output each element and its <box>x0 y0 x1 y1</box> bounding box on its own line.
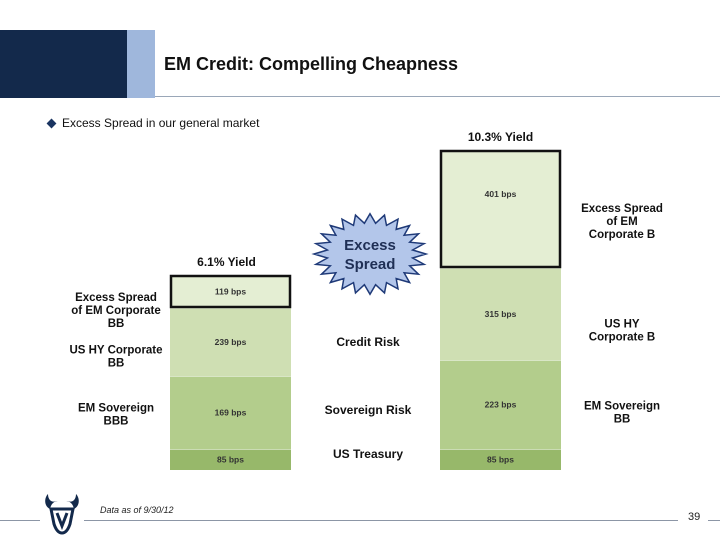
series-label: Credit Risk <box>336 335 400 349</box>
excess-spread-highlight-box <box>169 274 292 309</box>
category-label: 6.1% Yield <box>197 255 256 269</box>
left-segment-label: BBB <box>104 416 129 428</box>
bar-data-label: 119 bps <box>215 287 246 297</box>
bar-segment-us-treasury <box>170 449 291 470</box>
starburst-text: Excess <box>344 237 396 254</box>
left-segment-label: of EM Corporate <box>71 305 160 317</box>
bar-segment-sovereign-risk <box>440 360 561 449</box>
series-label: US Treasury <box>333 447 403 461</box>
footnote: Data as of 9/30/12 <box>100 505 174 515</box>
starburst-callout-icon <box>311 212 429 296</box>
right-segment-label: Corporate B <box>589 229 655 241</box>
bar-segment-excess-spread <box>440 150 561 268</box>
right-segment-label: BB <box>614 414 631 426</box>
bullet-point: Excess Spread in our general market <box>46 116 260 130</box>
bar-data-label: 401 bps <box>485 189 517 199</box>
bar-data-label: 85 bps <box>217 455 244 465</box>
bar-segment-credit-risk <box>440 268 561 360</box>
bar-data-label: 239 bps <box>215 337 247 347</box>
left-segment-label: BB <box>108 318 125 330</box>
right-segment-label: Corporate B <box>589 332 655 344</box>
left-segment-label: BB <box>108 358 125 370</box>
footer-divider-right <box>708 520 720 521</box>
bar-data-label: 223 bps <box>485 400 517 410</box>
bar-data-label: 85 bps <box>487 455 514 465</box>
bar-segment-excess-spread <box>170 275 291 308</box>
footer-divider-left <box>0 520 40 521</box>
bullet-text: Excess Spread in our general market <box>62 116 260 130</box>
left-segment-label: US HY Corporate <box>69 345 162 357</box>
bar-data-label: 169 bps <box>215 408 247 418</box>
page-title: EM Credit: Compelling Cheapness <box>164 54 459 74</box>
header-dark-band <box>0 30 127 98</box>
header-light-band <box>127 30 155 98</box>
starburst-text: Spread <box>345 256 396 273</box>
bar-segment-us-treasury <box>440 449 561 470</box>
left-segment-label: Excess Spread <box>75 292 157 304</box>
page-number: 39 <box>688 511 701 523</box>
bull-head-logo-icon <box>45 494 79 535</box>
series-label: Sovereign Risk <box>325 403 412 417</box>
right-segment-label: Excess Spread <box>581 203 663 215</box>
right-segment-label: of EM <box>606 216 637 228</box>
excess-spread-highlight-box <box>439 149 562 269</box>
bar-data-label: 315 bps <box>485 309 517 319</box>
right-segment-label: US HY <box>604 319 639 331</box>
category-label: 10.3% Yield <box>468 130 533 144</box>
footer-divider <box>84 520 678 521</box>
bar-segment-sovereign-risk <box>170 376 291 449</box>
left-segment-label: EM Sovereign <box>78 403 154 415</box>
right-segment-label: EM Sovereign <box>584 401 660 413</box>
bar-segment-credit-risk <box>170 308 291 376</box>
header-divider <box>155 96 720 97</box>
